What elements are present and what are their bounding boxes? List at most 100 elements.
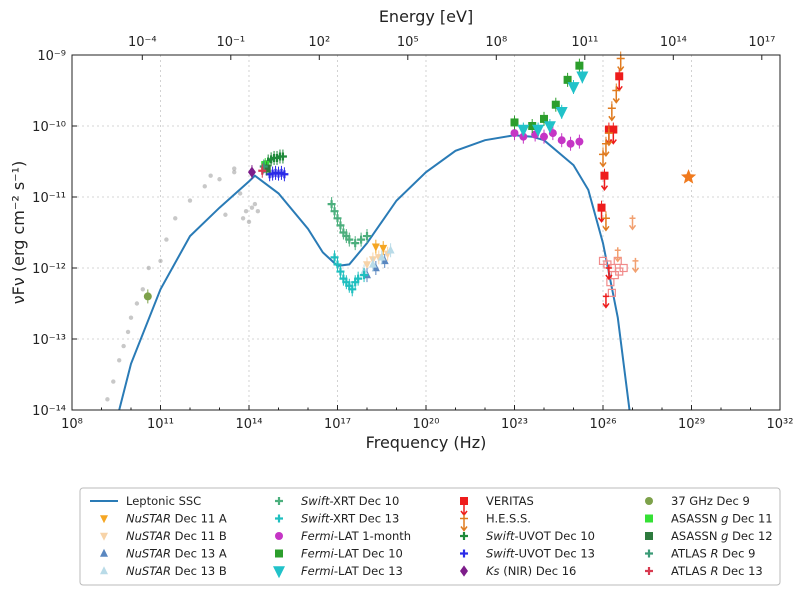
legend-label-italic: NuSTAR xyxy=(126,547,171,561)
x-tick-label: 10²³ xyxy=(501,417,528,432)
grey-data-point xyxy=(121,343,126,349)
grey-data-point xyxy=(128,315,134,320)
data-point-arrow xyxy=(601,214,610,232)
data-point xyxy=(555,107,568,119)
legend-swatch xyxy=(275,532,283,540)
legend-label-part: -UVOT Dec 10 xyxy=(514,529,595,543)
data-point-box xyxy=(615,72,624,81)
data-point-box xyxy=(597,203,606,212)
legend-label-part: Dec 11 xyxy=(728,512,772,526)
legend-swatch xyxy=(645,497,653,505)
legend-label-part: Dec 13 B xyxy=(171,564,227,578)
legend-entry-label: NuSTAR Dec 11 A xyxy=(126,512,227,526)
legend-swatch xyxy=(273,566,285,579)
grey-data-point xyxy=(223,212,228,217)
top-tick-label: 10⁻¹ xyxy=(216,35,245,50)
data-point xyxy=(360,271,369,280)
legend-label-italic: Fermi xyxy=(301,564,335,578)
grey-data-point xyxy=(237,191,243,196)
legend-label-part: ATLAS xyxy=(671,564,711,578)
grey-data-point xyxy=(217,177,222,182)
data-point xyxy=(517,124,530,137)
legend-swatch-arrow xyxy=(460,514,468,532)
top-tick-label: 10¹⁴ xyxy=(660,35,687,50)
series-37-ghz-dec-9 xyxy=(143,289,152,304)
legend-entry-label: Fermi-LAT Dec 10 xyxy=(301,547,403,561)
legend-label-part: -LAT Dec 13 xyxy=(334,564,403,578)
legend-label-italic: Swift xyxy=(301,512,330,526)
legend-swatch xyxy=(460,549,468,558)
series-swift-xrt-dec-13 xyxy=(330,250,369,297)
legend-entry-label: Swift-UVOT Dec 13 xyxy=(486,547,595,561)
veritas-limit-point xyxy=(602,293,610,309)
grey-data-point xyxy=(158,258,163,264)
legend-label-italic: g xyxy=(721,512,728,526)
series-nustar-dec-11-a xyxy=(371,239,388,256)
data-point-arrow xyxy=(612,86,621,104)
legend-label-part: Dec 13 xyxy=(719,564,763,578)
leptonic-ssc-curve xyxy=(118,134,631,411)
legend-label-part: Dec 11 B xyxy=(171,529,227,543)
data-point xyxy=(259,162,268,171)
legend-swatch xyxy=(100,532,108,541)
legend-label-italic: Swift xyxy=(486,547,515,561)
data-point xyxy=(540,132,548,141)
data-point xyxy=(354,274,363,283)
data-point-box xyxy=(600,171,609,180)
data-point xyxy=(348,285,357,294)
data-point xyxy=(262,164,271,173)
top-tick-label: 10¹⁷ xyxy=(748,35,775,50)
series-fermi-lat-dec-10 xyxy=(510,58,584,133)
series-fermi-lat-dec-13 xyxy=(517,69,589,137)
legend-label-part: -XRT Dec 10 xyxy=(329,494,399,508)
legend-entry-label: Swift-XRT Dec 13 xyxy=(301,512,399,526)
legend-swatch xyxy=(100,548,108,557)
series-h-e-s-s- xyxy=(599,51,625,232)
legend-swatch xyxy=(100,566,108,575)
data-point xyxy=(377,252,386,261)
legend-entry-label: VERITAS xyxy=(486,494,534,508)
light-orange-limit-point-arrow xyxy=(628,215,637,231)
legend-swatch xyxy=(275,514,283,523)
data-point xyxy=(576,71,589,84)
top-tick-label: 10² xyxy=(308,35,330,50)
veritas-limit-point xyxy=(605,265,613,281)
y-tick-label: 10⁻¹² xyxy=(32,262,66,277)
data-point xyxy=(379,244,388,253)
data-point xyxy=(247,166,256,178)
series-atlas-r-dec-13 xyxy=(258,163,267,178)
legend-entry-label: H.E.S.S. xyxy=(486,512,531,526)
data-point xyxy=(575,137,584,146)
legend-swatch xyxy=(100,515,108,524)
light-orange-limit-point-arrow xyxy=(631,257,640,274)
legend-entry-label: NuSTAR Dec 11 B xyxy=(126,529,227,543)
axis-ticks: 10⁸ 10¹¹ 10¹⁴ 10¹⁷ 10²⁰ 10²³ 10²⁶ 10²⁹ 10³² 10⁻¹⁴… xyxy=(32,35,793,432)
data-point-box xyxy=(609,125,618,134)
light-orange-limit-point xyxy=(614,247,622,263)
data-point xyxy=(607,104,616,122)
grey-data-point xyxy=(202,184,207,189)
data-point xyxy=(551,100,560,109)
data-point xyxy=(528,122,537,130)
legend-swatch-box xyxy=(460,497,468,505)
data-point xyxy=(567,82,580,95)
grey-data-point xyxy=(173,216,178,221)
legend-label-italic: R xyxy=(711,547,719,561)
data-point xyxy=(351,239,360,248)
y-tick-label: 10⁻¹³ xyxy=(32,333,66,348)
data-point xyxy=(368,259,377,268)
y-tick-label: 10⁻⁹ xyxy=(37,49,66,64)
data-point xyxy=(336,267,345,276)
x-tick-label: 10³² xyxy=(767,417,794,432)
legend-label-part: Dec 11 A xyxy=(171,512,227,526)
data-point-arrow xyxy=(616,54,625,72)
top-tick-label: 10⁵ xyxy=(397,35,419,50)
legend-swatch xyxy=(645,514,653,523)
series-swift-xrt-dec-10 xyxy=(327,197,371,251)
legend-label-part: VERITAS xyxy=(486,494,534,508)
x-tick-label: 10¹⁴ xyxy=(236,417,263,432)
grey-data-point xyxy=(240,216,246,221)
data-point xyxy=(345,235,354,244)
legend-entry-label: NuSTAR Dec 13 A xyxy=(126,547,227,561)
legend-label-part: H.E.S.S. xyxy=(486,512,531,526)
